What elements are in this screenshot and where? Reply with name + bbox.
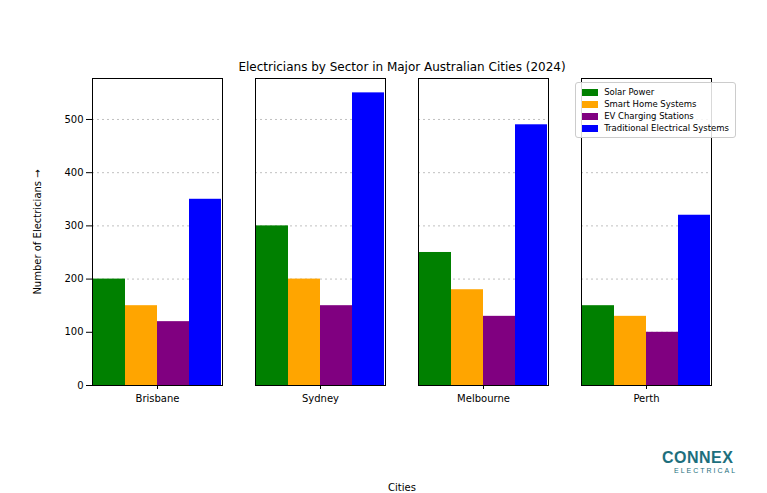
svg-text:Brisbane: Brisbane <box>136 393 180 404</box>
svg-text:500: 500 <box>64 114 83 125</box>
svg-text:Cities: Cities <box>388 482 416 493</box>
svg-text:Perth: Perth <box>633 393 659 404</box>
svg-text:100: 100 <box>64 326 83 337</box>
html-text:Solar Power: Solar Power <box>604 87 655 97</box>
html-text:ELECTRICAL: ELECTRICAL <box>674 467 738 474</box>
html-text:Traditional Electrical Systems: Traditional Electrical Systems <box>604 123 729 133</box>
html-text:EV Charging Stations: EV Charging Stations <box>604 111 694 121</box>
svg-text:Melbourne: Melbourne <box>457 393 510 404</box>
svg-text:Number of Electricians →: Number of Electricians → <box>32 169 43 294</box>
html-text:Electricians by Sector in Majo: Electricians by Sector in Major Australi… <box>238 60 566 74</box>
svg-text:0: 0 <box>77 380 83 391</box>
svg-text:400: 400 <box>64 167 83 178</box>
svg-text:Sydney: Sydney <box>302 393 339 404</box>
html-text:CONNEX: CONNEX <box>662 449 734 466</box>
html-text:Smart Home Systems: Smart Home Systems <box>604 99 697 109</box>
svg-text:200: 200 <box>64 273 83 284</box>
svg-text:300: 300 <box>64 220 83 231</box>
